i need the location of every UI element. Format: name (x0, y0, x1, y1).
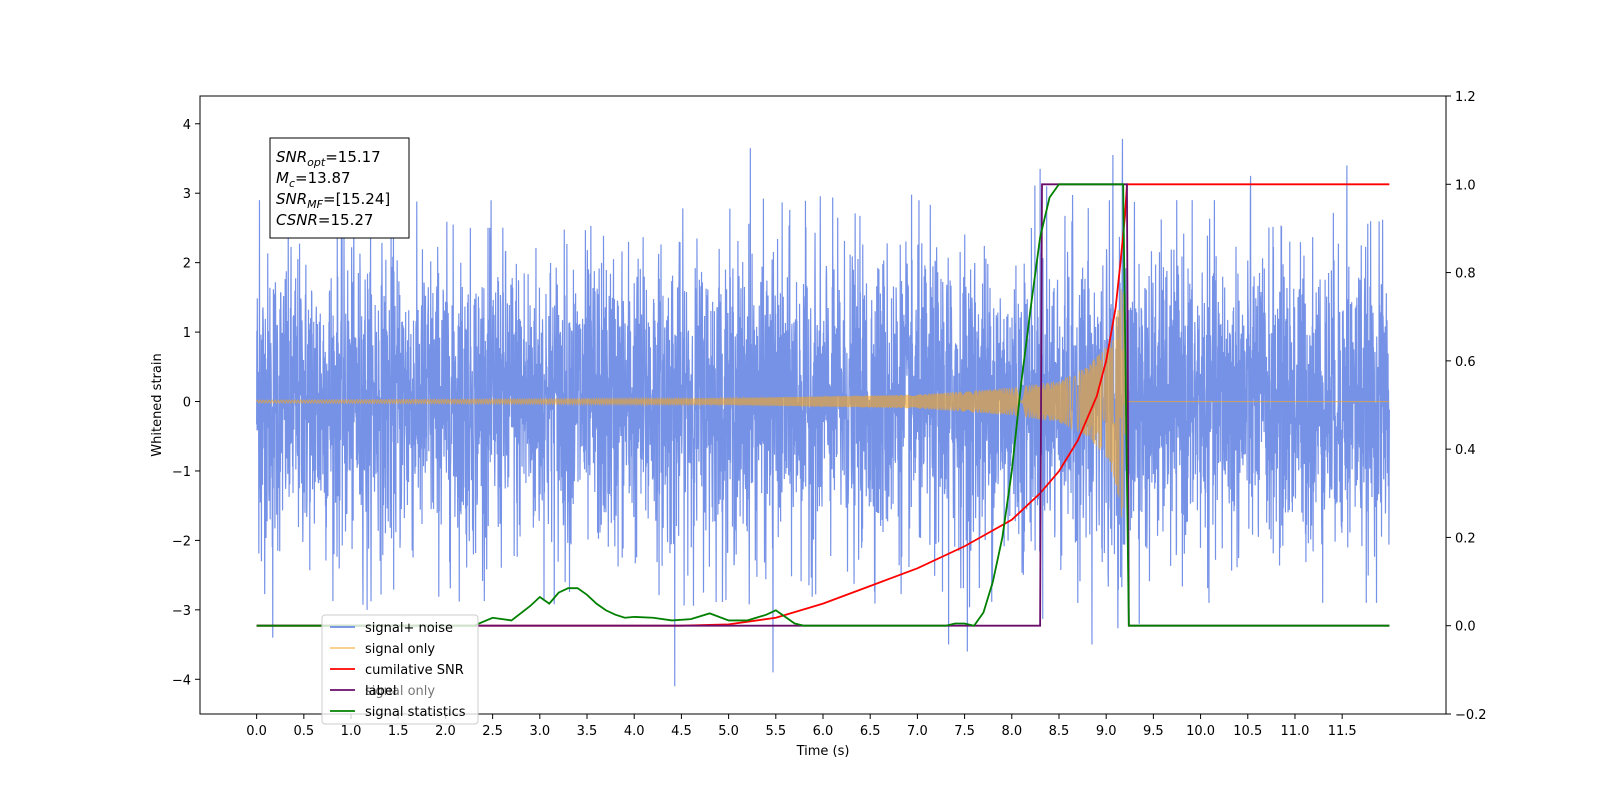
y2-tick-label: 0.6 (1455, 355, 1476, 370)
y-axis-label: Whitened strain (150, 353, 165, 456)
x-tick-label: 6.5 (860, 724, 881, 739)
annotation-line: SNRopt=15.17 (276, 148, 381, 169)
y-tick-label: −4 (172, 673, 191, 688)
x-tick-label: 5.5 (765, 724, 786, 739)
x-axis: 0.0 0.5 1.0 1.5 2.0 2.5 3.0 3.5 4.0 4.5 5.0 5.5 6.0 6… (246, 714, 1357, 739)
x-tick-label: 4.5 (671, 724, 692, 739)
x-tick-label: 2.5 (482, 724, 503, 739)
x-tick-label: 6.0 (813, 724, 834, 739)
x-tick-label: 10.5 (1233, 724, 1262, 739)
y2-tick-label: 0.2 (1455, 531, 1476, 546)
legend-frame (321, 614, 479, 725)
legend-label: cumilative SNR (365, 663, 464, 678)
annotation-frame (269, 137, 410, 239)
x-tick-label: 3.5 (577, 724, 598, 739)
series-signal-only (256, 289, 1390, 517)
y-axis-right: −0.2 0.0 0.2 0.4 0.6 0.8 1.0 1.2 (1446, 90, 1487, 723)
y2-tick-label: 1.0 (1455, 178, 1476, 193)
x-tick-label: 11.5 (1328, 724, 1357, 739)
y-tick-label: 3 (183, 187, 191, 202)
annotation-line: CSNR=15.27 (276, 211, 373, 229)
x-tick-label: 2.0 (435, 724, 456, 739)
stats-annotation-box: SNRopt=15.17Mc=13.87SNRMF=[15.24]CSNR=15… (269, 137, 410, 239)
legend-label: signal only (365, 642, 435, 657)
x-tick-label: 7.0 (907, 724, 928, 739)
plot-area (256, 138, 1390, 687)
x-tick-label: 9.0 (1096, 724, 1117, 739)
y2-tick-label: 0.0 (1455, 620, 1476, 635)
legend-ghost-label: signal only (365, 684, 435, 699)
x-tick-label: 0.5 (293, 724, 314, 739)
y-tick-label: 0 (183, 396, 191, 411)
y2-tick-label: 0.8 (1455, 267, 1476, 282)
x-tick-label: 8.5 (1049, 724, 1070, 739)
x-axis-label: Time (s) (796, 744, 850, 759)
x-tick-label: 11.0 (1280, 724, 1309, 739)
legend-label: signal+ noise (365, 621, 453, 636)
y-tick-label: −3 (172, 604, 191, 619)
series-signal-noise (256, 138, 1390, 687)
x-tick-label: 8.0 (1001, 724, 1022, 739)
x-tick-label: 10.0 (1186, 724, 1215, 739)
x-tick-label: 9.5 (1143, 724, 1164, 739)
x-tick-label: 1.0 (341, 724, 362, 739)
x-tick-label: 0.0 (246, 724, 267, 739)
y-tick-label: −2 (172, 534, 191, 549)
y-tick-label: 2 (183, 257, 191, 272)
x-tick-label: 7.5 (954, 724, 975, 739)
x-tick-label: 5.0 (718, 724, 739, 739)
y-tick-label: 4 (183, 118, 191, 133)
x-tick-label: 4.0 (624, 724, 645, 739)
annotation-line: Mc=13.87 (276, 169, 351, 190)
y-tick-label: −1 (172, 465, 191, 480)
y2-tick-label: 0.4 (1455, 443, 1476, 458)
legend: signal+ noise signal only cumilative SNR si… (321, 614, 479, 725)
annotation-line: SNRMF=[15.24] (276, 190, 390, 211)
y-axis-left: −4 −3 −2 −1 0 1 2 3 4 (172, 118, 200, 688)
x-tick-label: 1.5 (388, 724, 409, 739)
y2-tick-label: 1.2 (1455, 90, 1476, 105)
series-signal-statistics (256, 183, 1390, 627)
y2-tick-label: −0.2 (1455, 708, 1487, 723)
legend-label: label (365, 684, 396, 699)
y-tick-label: 1 (183, 326, 191, 341)
legend-label: signal statistics (365, 705, 466, 720)
x-tick-label: 3.0 (529, 724, 550, 739)
